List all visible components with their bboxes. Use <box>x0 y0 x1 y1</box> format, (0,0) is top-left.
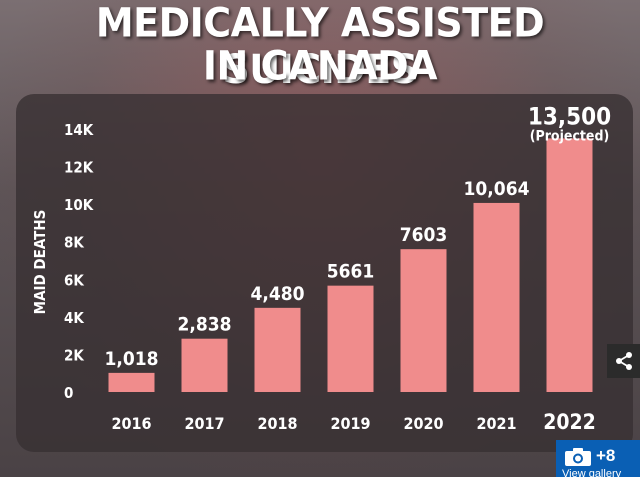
share-icon <box>615 352 632 370</box>
x-tick-label: 2021 <box>476 414 516 433</box>
x-tick-label: 2019 <box>330 414 370 433</box>
y-tick-label: 12K <box>64 159 94 177</box>
x-tick-label: 2016 <box>111 414 151 433</box>
bar <box>327 285 374 392</box>
view-gallery-button[interactable]: +8 View gallery <box>556 440 640 477</box>
camera-icon <box>565 448 591 466</box>
data-label: 10,064 <box>464 178 530 200</box>
data-label: 13,500 <box>528 102 611 130</box>
projected-annotation: (Projected) <box>530 128 610 144</box>
bar <box>546 138 593 392</box>
y-tick-label: 14K <box>64 121 94 139</box>
y-axis-label: MAID DEATHS <box>31 210 49 315</box>
data-label: 4,480 <box>250 283 304 305</box>
x-tick-label: 2020 <box>403 414 443 433</box>
chart-title-line-1: MEDICALLY ASSISTED SUICIDES <box>95 0 545 93</box>
y-tick-label: 0 <box>64 384 73 402</box>
chart-title-line-2: IN CANADA <box>202 42 438 90</box>
x-tick-label: 2018 <box>257 414 297 433</box>
y-tick-label: 10K <box>64 196 94 214</box>
y-tick-label: 8K <box>64 234 84 252</box>
x-tick-label: 2022 <box>543 410 596 434</box>
bar <box>254 307 301 392</box>
chart-panel <box>16 94 633 452</box>
x-tick-label: 2017 <box>184 414 224 433</box>
data-label: 1,018 <box>104 348 158 370</box>
y-tick-label: 4K <box>64 309 84 327</box>
y-tick-label: 6K <box>64 271 84 289</box>
gallery-count: +8 <box>596 446 616 465</box>
bar <box>473 202 520 392</box>
bar <box>181 338 228 392</box>
data-label: 7603 <box>400 224 448 246</box>
data-label: 2,838 <box>177 314 231 336</box>
share-button[interactable] <box>607 344 640 378</box>
bar <box>108 372 155 392</box>
y-tick-label: 2K <box>64 346 84 364</box>
bar <box>400 249 447 392</box>
data-label: 5661 <box>327 261 375 283</box>
gallery-label: View gallery <box>562 468 622 477</box>
